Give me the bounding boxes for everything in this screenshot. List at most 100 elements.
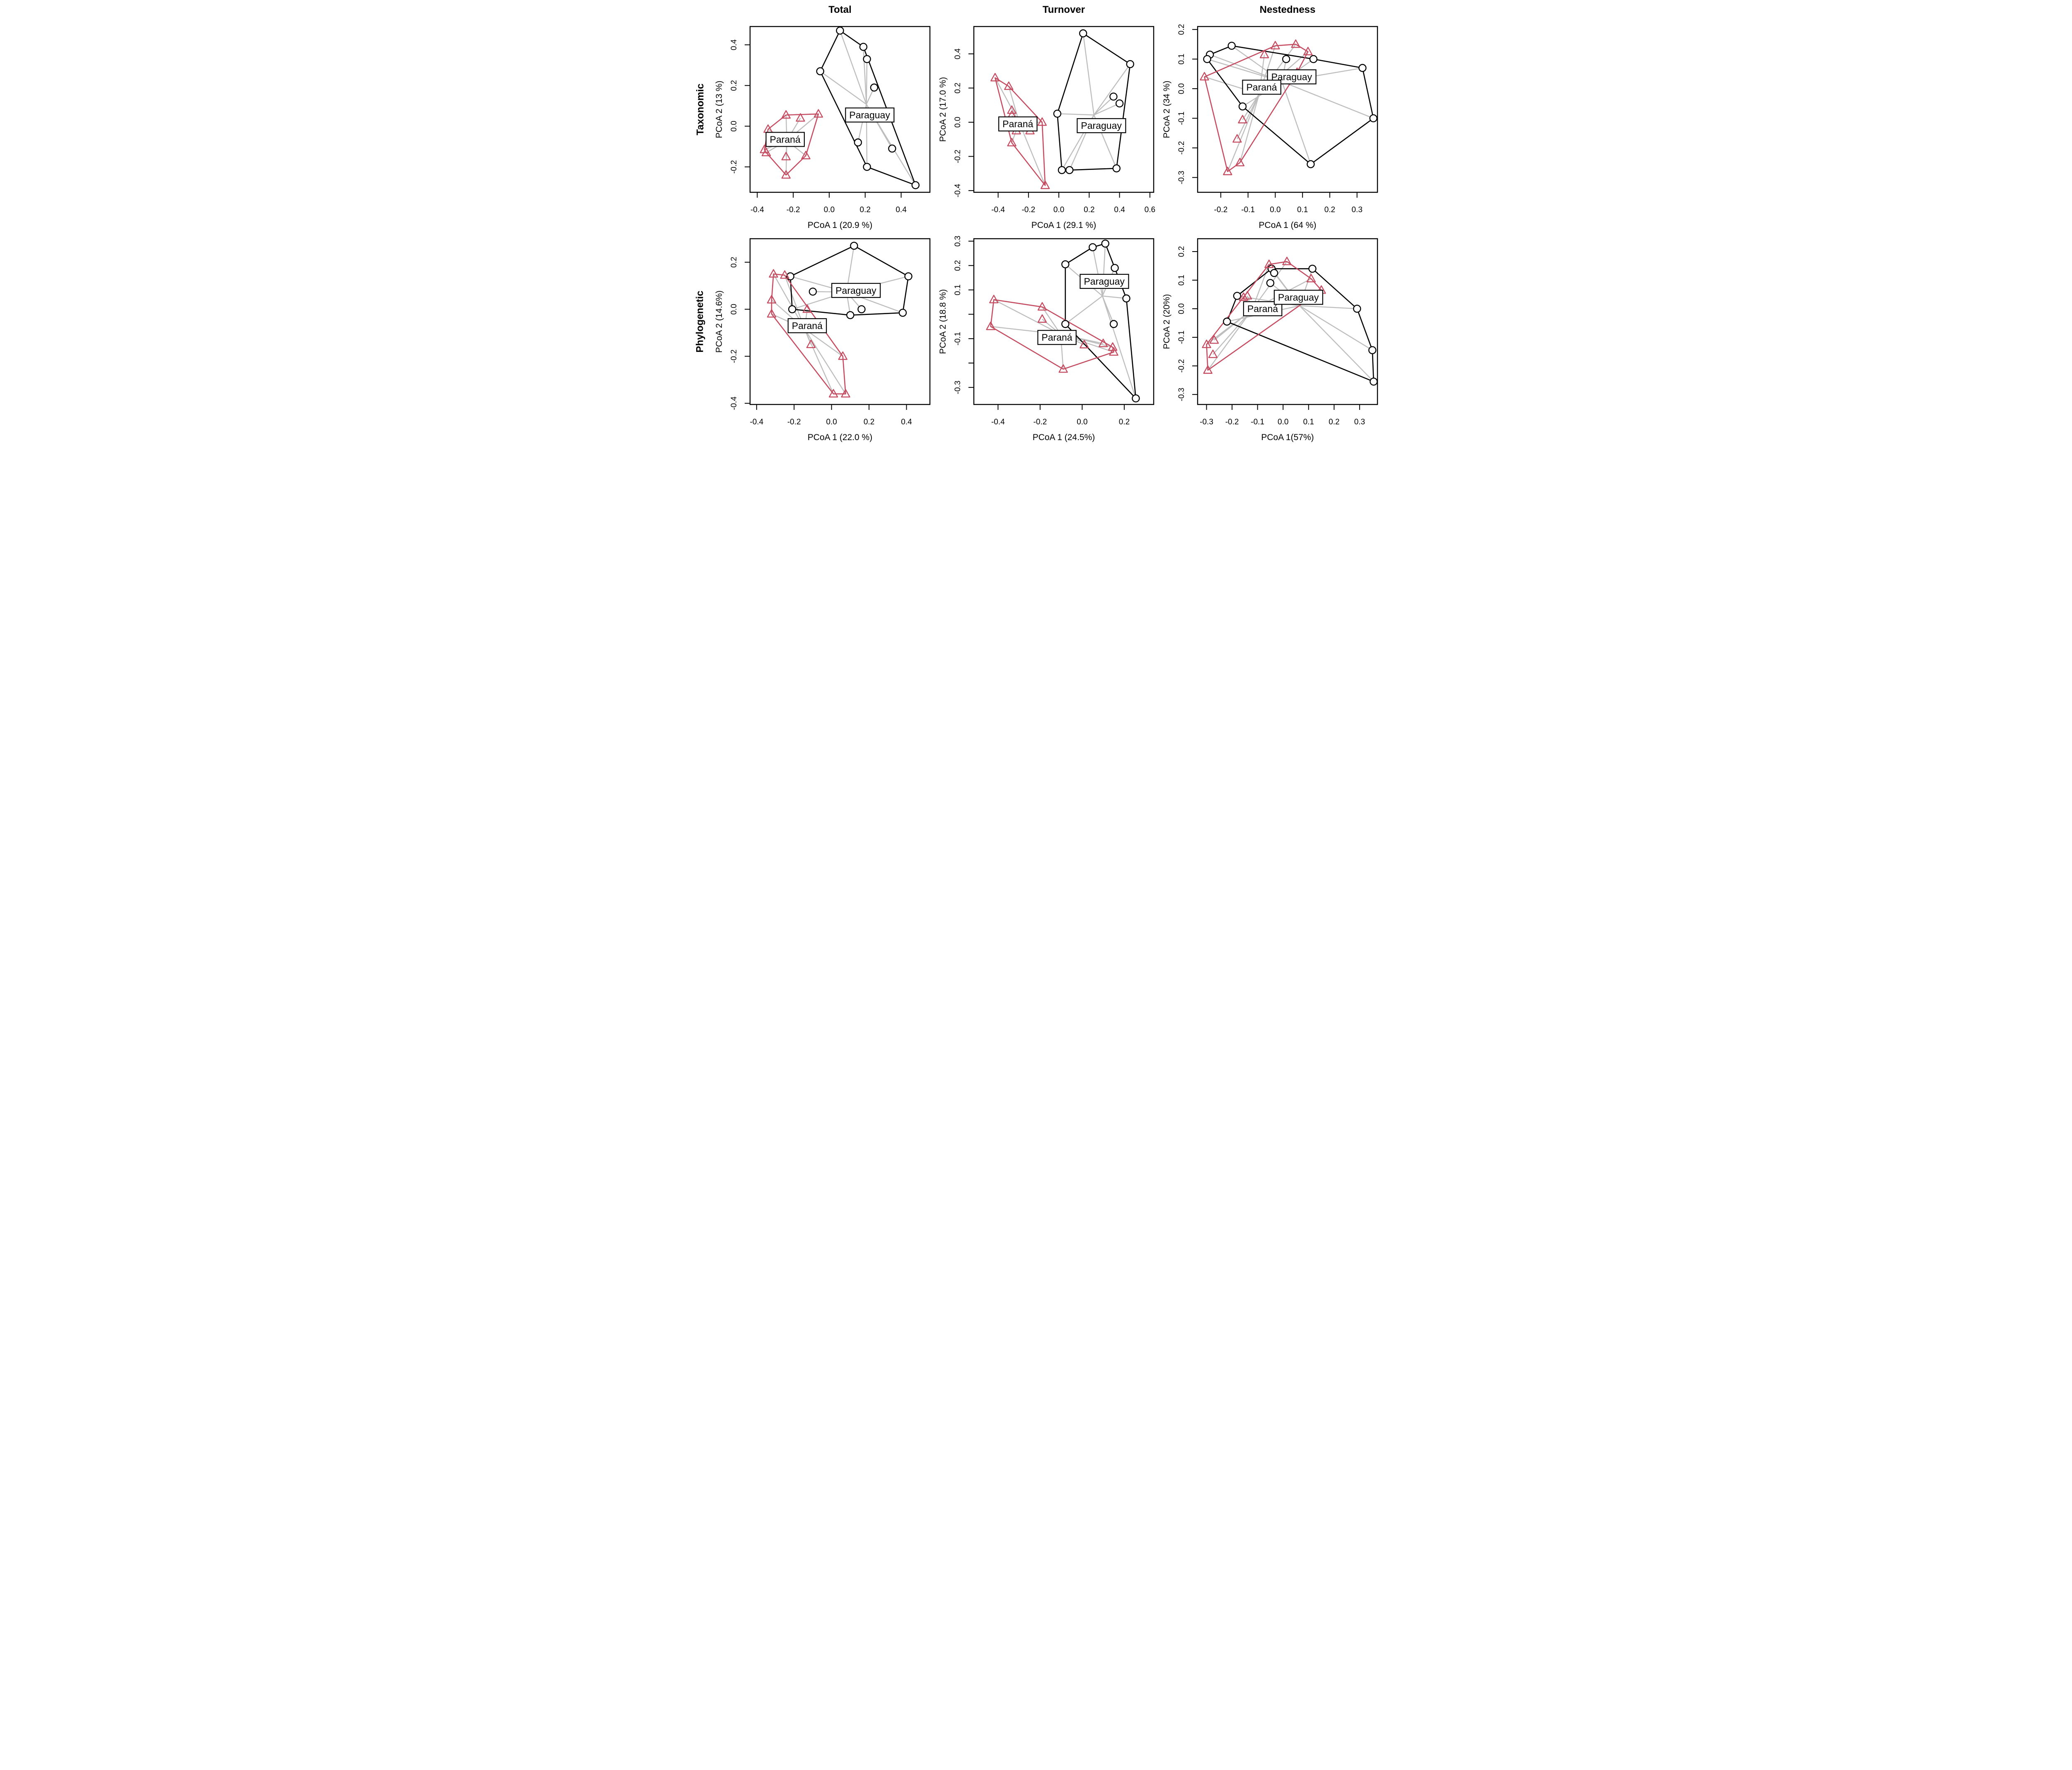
y-axis-title: PCoA 2 (20%) [1162, 294, 1172, 349]
plot-box [973, 26, 1155, 193]
spider-line-parana [1239, 94, 1260, 163]
data-point-circle-paraguay [904, 272, 913, 281]
x-tick-label: 0.4 [1114, 206, 1125, 214]
data-point-circle-paraguay [911, 181, 920, 189]
group-label-paraguay: Paraguay [831, 283, 881, 298]
convex-hull-parana [990, 299, 1114, 370]
data-point-triangle-parana [769, 269, 778, 278]
data-point-triangle-parana [1203, 365, 1213, 374]
y-tick-label: 0.4 [730, 39, 738, 51]
y-tick-label: 0.2 [730, 80, 738, 91]
data-point-triangle-parana [1223, 167, 1232, 175]
spider-line-paraguay [1065, 295, 1103, 324]
spider-line-paraguay [1082, 33, 1094, 115]
data-point-triangle-parana [841, 389, 850, 398]
data-point-triangle-parana [838, 351, 847, 360]
spider-line-parana [1019, 122, 1046, 186]
data-point-triangle-parana [1202, 339, 1211, 348]
spider-line-parana [804, 329, 846, 395]
data-point-circle-paraguay [808, 287, 817, 296]
data-point-triangle-parana [780, 270, 789, 279]
x-tick-label: 0.1 [1297, 206, 1308, 214]
group-label-text: Paraná [770, 134, 801, 145]
data-point-triangle-parana [813, 109, 823, 118]
x-tick-label: 0.2 [1329, 418, 1339, 426]
y-tick-label: 0.1 [1177, 275, 1186, 286]
data-point-triangle-parana [761, 148, 771, 156]
spider-line-paraguay [839, 30, 867, 104]
data-point-triangle-parana [1058, 364, 1068, 373]
x-tick-label: 0.2 [1084, 206, 1094, 214]
spider-line-parana [1213, 309, 1253, 355]
group-label-text: Paraná [1002, 119, 1033, 129]
data-point-triangle-parana [1037, 314, 1047, 323]
x-tick-label: 0.0 [824, 206, 835, 214]
data-point-circle-paraguay [850, 242, 858, 250]
data-point-circle-paraguay [1058, 166, 1066, 174]
data-point-circle-paraguay [1122, 294, 1130, 303]
group-label-parana: Paraná [787, 318, 827, 334]
pcoa-figure: Total Turnover Nestedness Taxonomic -0.4… [689, 0, 1383, 444]
data-point-triangle-parana [1259, 50, 1269, 58]
x-tick-label: -0.4 [750, 418, 763, 426]
data-point-circle-paraguay [788, 305, 796, 313]
data-point-circle-paraguay [857, 305, 866, 313]
y-tick-label: 0.2 [1177, 24, 1186, 35]
spider-line-paraguay [1093, 96, 1114, 116]
y-tick-label: -0.3 [954, 380, 962, 394]
data-point-circle-paraguay [898, 309, 907, 317]
data-point-circle-paraguay [1079, 29, 1087, 38]
x-tick-label: -0.2 [1214, 206, 1228, 214]
spider-line-paraguay [1281, 81, 1312, 165]
group-label-paraguay: Paraguay [1077, 118, 1126, 133]
spider-line-paraguay [1299, 305, 1374, 382]
x-axis-title: PCoA 1 (20.9 %) [808, 220, 872, 230]
spider-line-paraguay [1094, 103, 1120, 116]
convex-hull-paraguay [1065, 243, 1137, 399]
y-tick-label: -0.3 [1177, 171, 1186, 184]
data-point-circle-paraguay [1061, 320, 1070, 328]
y-tick-label: -0.2 [730, 349, 738, 363]
x-tick-label: 0.2 [1324, 206, 1335, 214]
group-label-text: Paraguay [835, 285, 876, 296]
data-point-triangle-parana [1200, 72, 1209, 81]
group-label-box [1242, 80, 1281, 95]
spider-line-parana [804, 328, 843, 357]
y-tick-label: 0.0 [1177, 83, 1186, 94]
x-axis-title: PCoA 1 (22.0 %) [808, 433, 872, 442]
spider-line-parana [1227, 94, 1260, 172]
x-tick-label: -0.2 [1034, 418, 1047, 426]
group-label-text: Paraná [1247, 303, 1278, 314]
data-point-circle-paraguay [1233, 292, 1242, 300]
x-axis-title: PCoA 1(57%) [1261, 433, 1314, 442]
x-tick-label: -0.2 [787, 206, 800, 214]
data-point-circle-paraguay [1115, 99, 1124, 108]
y-tick-label: -0.4 [730, 396, 738, 410]
group-label-text: Paraguay [849, 109, 890, 120]
data-point-triangle-parana [1040, 180, 1050, 189]
group-label-text: Paraguay [1081, 120, 1122, 131]
y-tick-label: 0.2 [1177, 246, 1186, 257]
data-point-circle-paraguay [1223, 317, 1231, 326]
spider-line-paraguay [863, 47, 867, 104]
group-label-box [765, 132, 805, 147]
convex-hull-parana [994, 77, 1046, 186]
data-point-triangle-parana [1037, 302, 1047, 311]
spider-line-parana [1041, 307, 1061, 335]
group-label-parana: Paraná [1037, 330, 1077, 345]
spider-line-paraguay [820, 70, 867, 105]
data-point-triangle-parana [1239, 292, 1249, 301]
spider-line-paraguay [1093, 64, 1131, 116]
y-tick-label: -0.2 [1177, 359, 1186, 373]
y-tick-label: 0.0 [730, 304, 738, 315]
spider-line-parana [1008, 86, 1020, 123]
data-point-triangle-parana [1235, 157, 1245, 167]
data-point-triangle-parana [806, 339, 816, 349]
y-tick-label: -0.1 [1177, 331, 1186, 344]
data-point-circle-paraguay [1065, 166, 1074, 174]
column-title: Turnover [1042, 4, 1085, 15]
y-axis-title: PCoA 2 (14.6%) [714, 291, 724, 353]
group-label-box [831, 283, 881, 298]
data-point-circle-paraguay [888, 144, 896, 153]
data-point-triangle-parana [1264, 259, 1274, 268]
